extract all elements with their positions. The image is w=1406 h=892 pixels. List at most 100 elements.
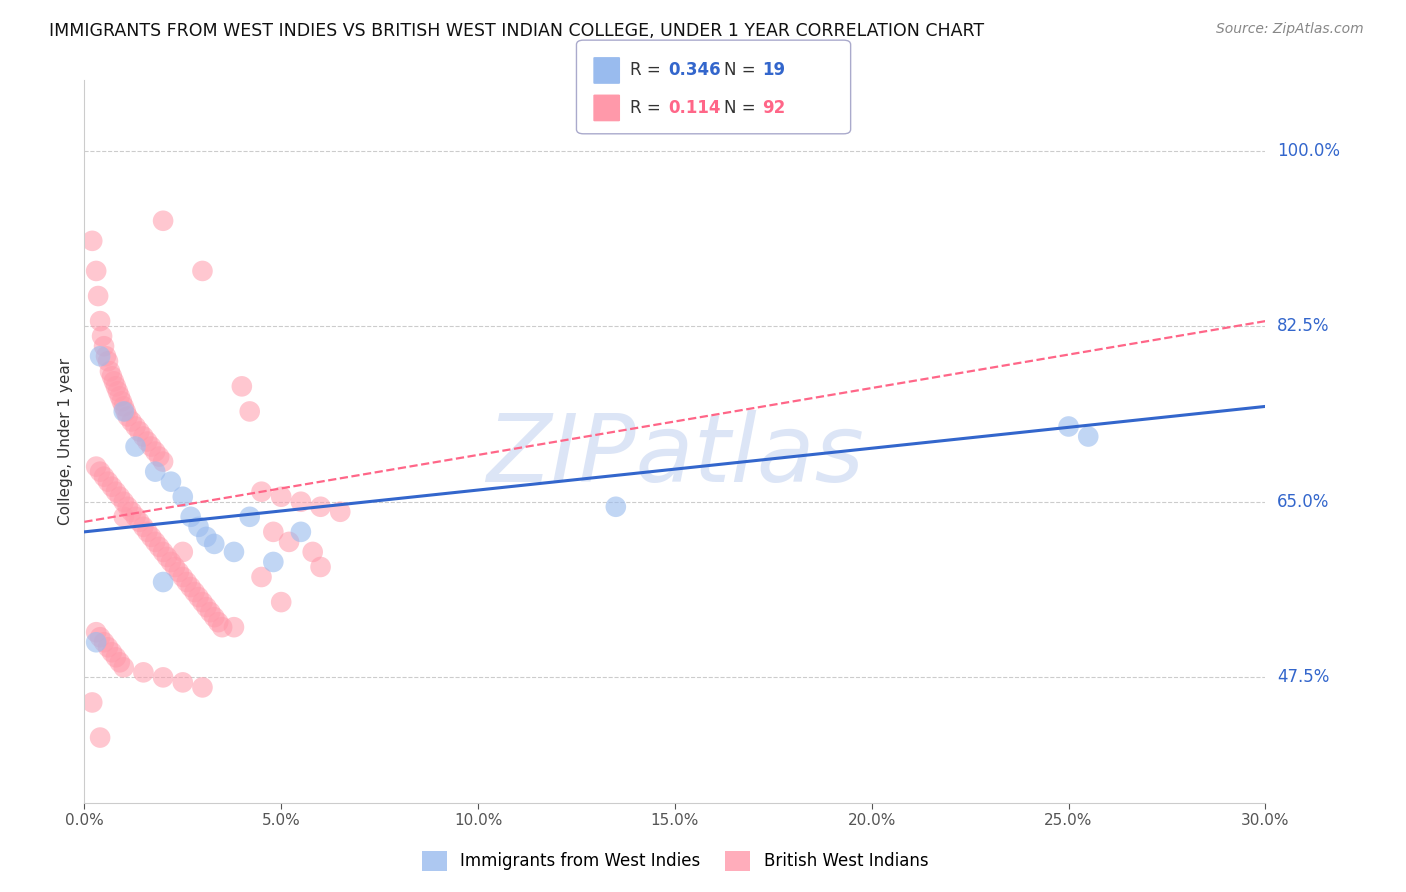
- Point: [187, 520, 209, 534]
- Point: [98, 364, 121, 378]
- Point: [180, 580, 202, 594]
- Point: [262, 555, 284, 569]
- Point: [104, 379, 127, 393]
- Point: [195, 530, 218, 544]
- Point: [107, 384, 129, 399]
- Point: [290, 524, 312, 539]
- Point: [117, 500, 139, 514]
- Point: [121, 505, 143, 519]
- Point: [104, 484, 127, 499]
- Point: [239, 404, 262, 418]
- Point: [112, 400, 135, 414]
- Point: [290, 494, 312, 508]
- Point: [93, 635, 115, 649]
- Point: [101, 480, 124, 494]
- Point: [143, 535, 166, 549]
- Point: [270, 595, 292, 609]
- Point: [124, 419, 146, 434]
- Point: [195, 600, 218, 615]
- Point: [222, 545, 245, 559]
- Point: [97, 475, 120, 489]
- Point: [605, 500, 627, 514]
- Point: [141, 530, 163, 544]
- Point: [141, 440, 163, 454]
- Point: [112, 509, 135, 524]
- Point: [103, 375, 125, 389]
- Point: [108, 655, 131, 669]
- Text: 47.5%: 47.5%: [1277, 668, 1330, 686]
- Point: [176, 575, 198, 590]
- Point: [180, 509, 202, 524]
- Point: [202, 610, 225, 624]
- Point: [101, 645, 124, 659]
- Point: [132, 665, 155, 680]
- Point: [89, 731, 111, 745]
- Point: [200, 605, 222, 619]
- Point: [132, 520, 155, 534]
- Point: [84, 635, 107, 649]
- Text: 92: 92: [762, 99, 786, 117]
- Point: [112, 404, 135, 418]
- Point: [128, 425, 150, 439]
- Point: [278, 535, 301, 549]
- Text: 19: 19: [762, 62, 785, 79]
- Point: [93, 339, 115, 353]
- Point: [136, 434, 159, 449]
- Text: Source: ZipAtlas.com: Source: ZipAtlas.com: [1216, 22, 1364, 37]
- Point: [89, 630, 111, 644]
- Point: [222, 620, 245, 634]
- Text: N =: N =: [724, 62, 761, 79]
- Point: [91, 329, 114, 343]
- Point: [152, 545, 174, 559]
- Point: [152, 213, 174, 227]
- Text: IMMIGRANTS FROM WEST INDIES VS BRITISH WEST INDIAN COLLEGE, UNDER 1 YEAR CORRELA: IMMIGRANTS FROM WEST INDIES VS BRITISH W…: [49, 22, 984, 40]
- Point: [114, 404, 136, 418]
- Point: [82, 234, 104, 248]
- Point: [124, 440, 146, 454]
- Point: [183, 585, 205, 599]
- Text: 0.346: 0.346: [668, 62, 720, 79]
- Text: N =: N =: [724, 99, 761, 117]
- Point: [82, 696, 104, 710]
- Point: [108, 389, 131, 403]
- Point: [108, 490, 131, 504]
- Point: [148, 540, 170, 554]
- Point: [239, 509, 262, 524]
- Point: [117, 409, 139, 424]
- Point: [124, 509, 146, 524]
- Point: [89, 314, 111, 328]
- Point: [262, 524, 284, 539]
- Text: R =: R =: [630, 62, 666, 79]
- Text: 65.0%: 65.0%: [1277, 492, 1330, 511]
- Point: [152, 455, 174, 469]
- Point: [136, 524, 159, 539]
- Point: [112, 660, 135, 674]
- Point: [148, 450, 170, 464]
- Point: [191, 264, 214, 278]
- Point: [250, 484, 273, 499]
- Point: [111, 394, 134, 409]
- Text: 100.0%: 100.0%: [1277, 142, 1340, 160]
- Point: [93, 469, 115, 483]
- Point: [172, 545, 194, 559]
- Point: [128, 515, 150, 529]
- Point: [163, 560, 186, 574]
- Point: [207, 615, 229, 630]
- Point: [231, 379, 253, 393]
- Point: [156, 549, 179, 564]
- Point: [270, 490, 292, 504]
- Point: [191, 681, 214, 695]
- Point: [143, 465, 166, 479]
- Point: [172, 675, 194, 690]
- Text: 82.5%: 82.5%: [1277, 318, 1330, 335]
- Point: [101, 369, 124, 384]
- Point: [202, 537, 225, 551]
- Text: ZIPatlas: ZIPatlas: [486, 410, 863, 501]
- Point: [89, 465, 111, 479]
- Point: [132, 429, 155, 443]
- Point: [97, 354, 120, 368]
- Point: [94, 349, 117, 363]
- Point: [121, 414, 143, 428]
- Point: [1057, 419, 1080, 434]
- Point: [160, 555, 183, 569]
